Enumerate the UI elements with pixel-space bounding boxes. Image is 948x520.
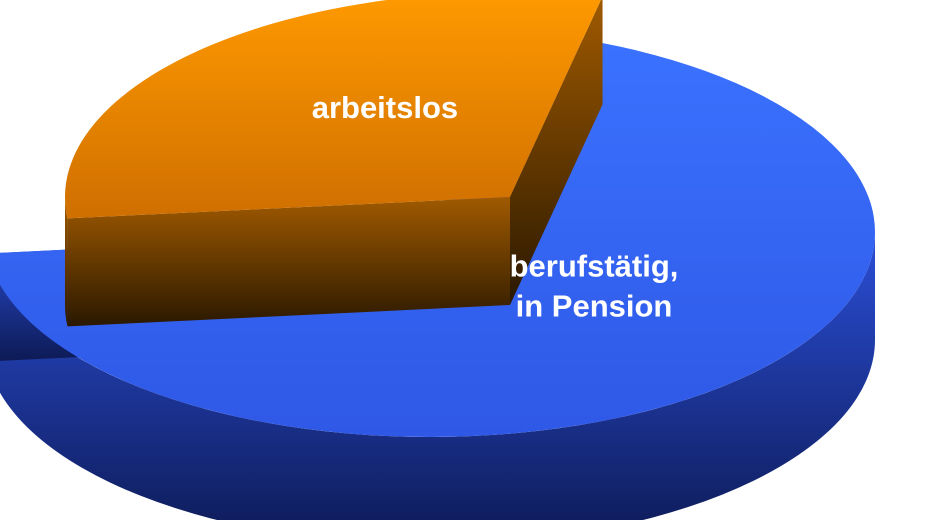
slice-1-cut-wall-0 — [67, 197, 511, 327]
slice-1-outer-wall — [65, 197, 68, 327]
pie-slices — [0, 0, 875, 520]
slice-1-top — [65, 0, 601, 219]
slice-labels: berufstätig, in Pension arbeitslos — [312, 90, 679, 324]
slice-1-cut-wall-1 — [510, 0, 603, 305]
slice-label-1: arbeitslos — [312, 90, 458, 125]
slice-1 — [65, 0, 603, 327]
slice-0-outer-wall — [0, 232, 875, 520]
slice-label-0: berufstätig, in Pension — [510, 249, 679, 324]
